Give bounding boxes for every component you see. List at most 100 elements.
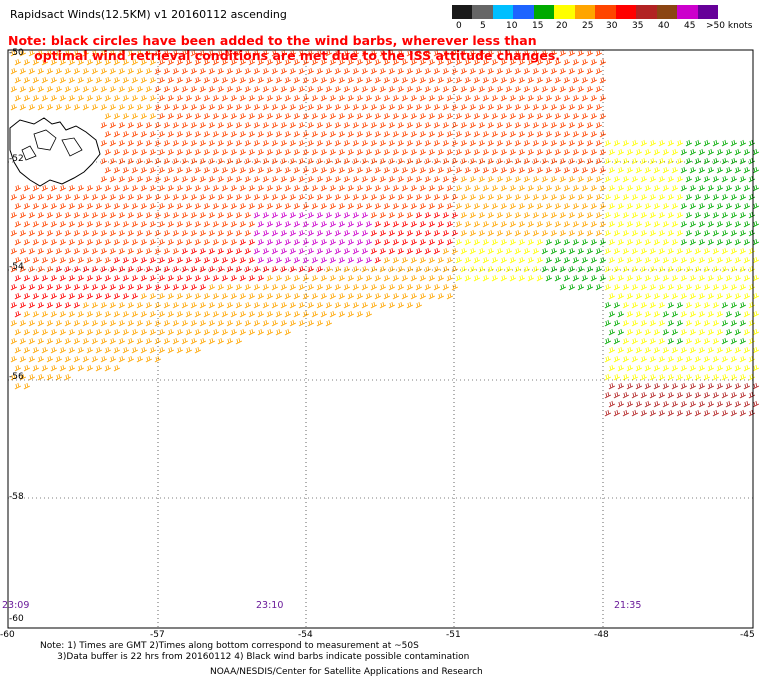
wind-barb [289,319,297,327]
wind-barb [145,229,153,237]
wind-barb [172,103,180,111]
wind-barb [496,49,504,57]
wind-barb [37,373,45,381]
wind-barb [199,247,207,255]
wind-barb [50,364,58,372]
wind-barb [550,85,558,93]
wind-barb [343,247,351,255]
wind-barb [59,292,67,300]
wind-barb [415,67,423,75]
wind-barb [41,328,49,336]
wind-barb [428,274,436,282]
wind-barb [320,148,328,156]
wind-barb [509,256,517,264]
wind-barb [239,166,247,174]
wind-barb [500,94,508,102]
wind-barb [680,328,688,336]
wind-barb [266,274,274,282]
wind-barb [748,355,756,363]
wind-barb [460,67,468,75]
wind-barb [536,166,544,174]
wind-barb [140,112,148,120]
wind-barb [203,238,211,246]
wind-barb [590,76,598,84]
wind-barb [608,346,616,354]
wind-barb [617,166,625,174]
wind-barb [532,67,540,75]
wind-barb [572,58,580,66]
wind-barb [739,301,747,309]
wind-barb [289,229,297,237]
wind-barb [496,265,504,273]
wind-barb [19,337,27,345]
wind-barb [532,247,540,255]
wind-barb [118,175,126,183]
wind-barb [199,283,207,291]
wind-barb [46,85,54,93]
wind-barb [685,139,693,147]
wind-barb [433,211,441,219]
wind-barb [302,148,310,156]
wind-barb [712,409,720,417]
wind-barb [487,211,495,219]
wind-barb [46,283,54,291]
wind-barb [208,337,216,345]
wind-barb [649,283,657,291]
wind-barb [113,184,121,192]
wind-barb [235,175,243,183]
wind-barb [28,319,36,327]
wind-barb [343,139,351,147]
wind-barb [82,265,90,273]
wind-barb [473,94,481,102]
wind-barb [212,94,220,102]
wind-barb [217,157,225,165]
wind-barb [523,175,531,183]
wind-barb [46,49,54,57]
wind-barb [473,112,481,120]
wind-barb [248,166,256,174]
wind-barb [649,337,657,345]
wind-barb [122,256,130,264]
wind-barb [743,292,751,300]
wind-barb [442,67,450,75]
wind-barb [356,292,364,300]
wind-barb [262,103,270,111]
wind-barb [550,49,558,57]
wind-barb [658,157,666,165]
wind-barb [208,139,216,147]
wind-barb [748,373,756,381]
wind-barb [316,175,324,183]
wind-barb [730,175,738,183]
wind-barb [190,301,198,309]
wind-barb [649,175,657,183]
wind-barb [158,166,166,174]
colorbar-label: 35 [632,21,644,31]
wind-barb [131,328,139,336]
wind-barb [266,94,274,102]
wind-barb [644,202,652,210]
wind-barb [676,265,684,273]
wind-barb [577,85,585,93]
wind-barb [275,76,283,84]
wind-barb [734,292,742,300]
wind-barb [230,166,238,174]
wind-barb [730,139,738,147]
wind-barb [203,58,211,66]
wind-barb [626,166,634,174]
wind-barb [523,49,531,57]
wind-barb [514,157,522,165]
wind-barb [244,229,252,237]
wind-barb [541,85,549,93]
wind-barb [50,184,58,192]
wind-barb [536,184,544,192]
wind-barb [226,103,234,111]
wind-barb [64,85,72,93]
wind-barb [37,103,45,111]
wind-barb [235,265,243,273]
colorbar-segment [615,5,637,19]
wind-barb [676,301,684,309]
credit-line: NOAA/NESDIS/Center for Satellite Applica… [210,667,483,677]
wind-barb [604,409,612,417]
wind-barb [586,85,594,93]
wind-barb [415,103,423,111]
